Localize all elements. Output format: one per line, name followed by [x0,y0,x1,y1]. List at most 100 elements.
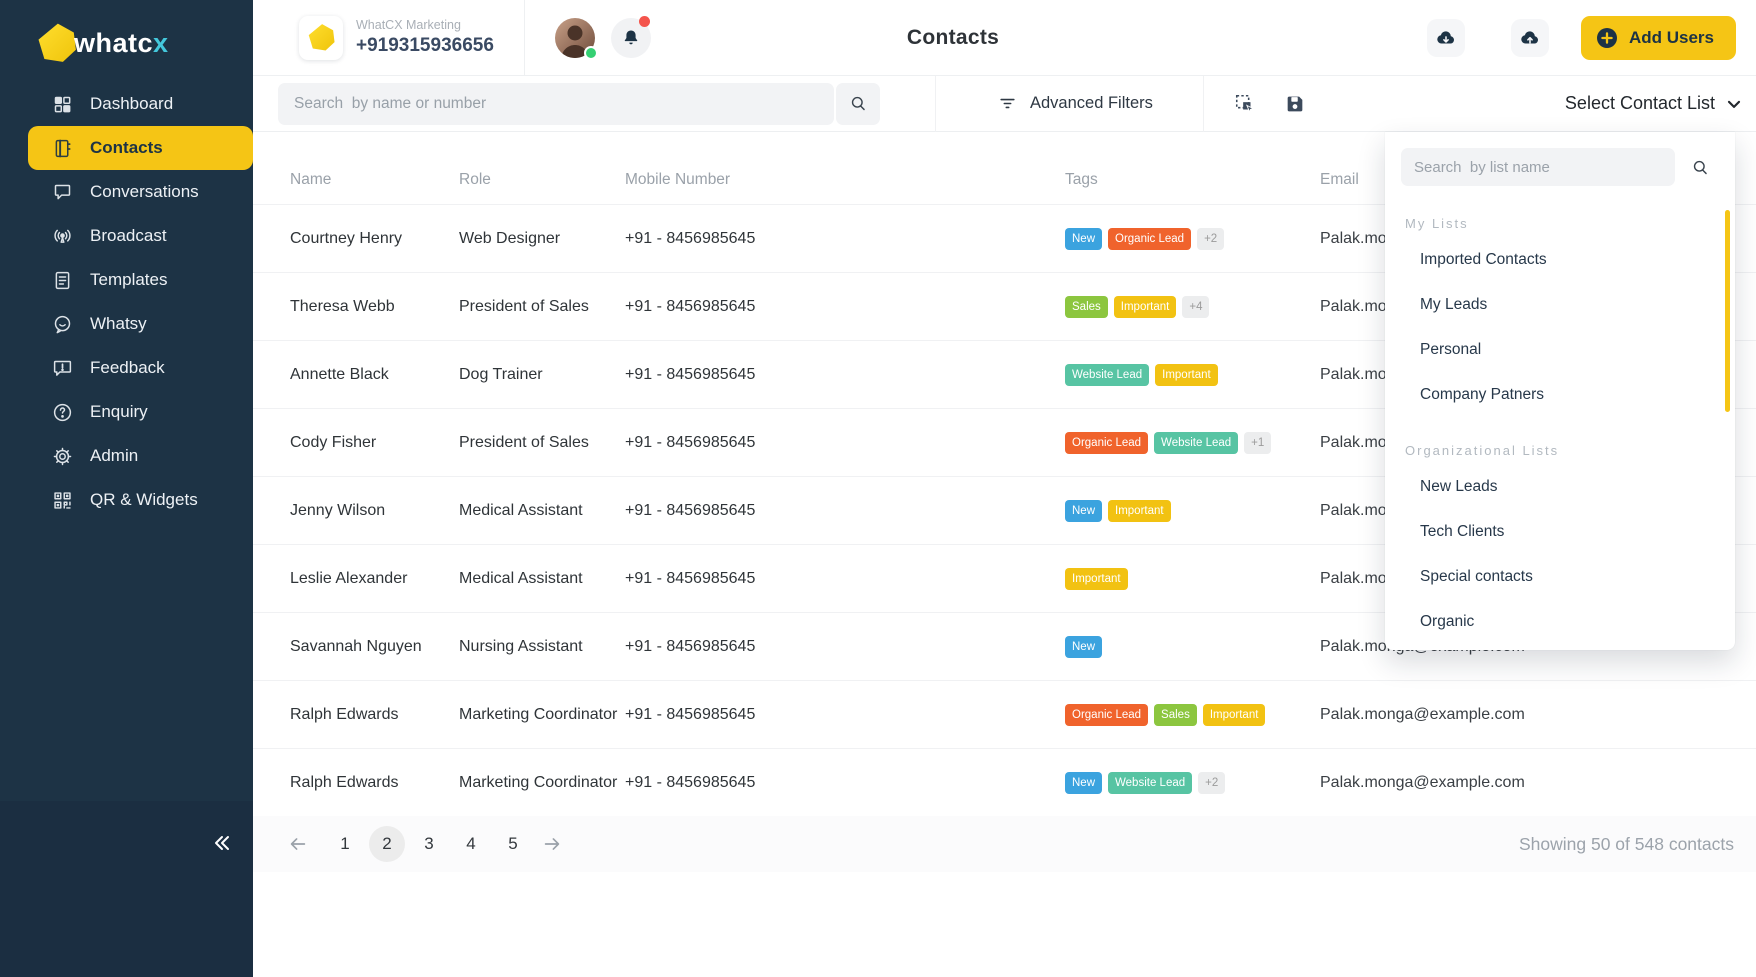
tag-chip: Website Lead [1108,771,1193,794]
templates-icon [52,270,73,291]
contact-mobile: +91 - 8456985645 [625,569,756,587]
contact-mobile: +91 - 8456985645 [625,229,756,247]
sidebar-item-contacts[interactable]: Contacts [28,126,253,170]
sidebar-item-enquiry[interactable]: Enquiry [0,390,253,434]
contact-list-option-tech-clients[interactable]: Tech Clients [1420,523,1505,540]
contact-list-option-organic[interactable]: Organic [1420,613,1475,630]
workspace-switcher[interactable]: WhatCX Marketing +919315936656 [299,15,494,60]
column-header-tags: Tags [1065,171,1098,188]
list-search-button[interactable] [1681,148,1719,186]
top-bar: WhatCX Marketing +919315936656 Cont [253,0,1756,76]
multi-select-button[interactable] [1232,91,1258,117]
sidebar-item-conversations[interactable]: Conversations [0,170,253,214]
contact-list-option-special-contacts[interactable]: Special contacts [1420,568,1533,585]
page-number-1[interactable]: 1 [340,834,350,853]
save-list-button[interactable] [1282,91,1308,117]
sidebar-item-feedback[interactable]: Feedback [0,346,253,390]
tag-chip: Organic Lead [1065,703,1149,726]
contact-list-option-my-leads[interactable]: My Leads [1420,296,1488,313]
contact-tags: Important [1065,567,1320,590]
contact-role: Marketing Coordinator [459,773,618,791]
select-contact-list-dropdown-trigger[interactable]: Select Contact List [1565,93,1744,114]
contact-tags: New Organic Lead +2 [1065,227,1320,250]
sidebar-item-whatsy[interactable]: Whatsy [0,302,253,346]
sidebar-item-label: Contacts [90,138,163,157]
hexagon-logo-icon [38,23,76,62]
contact-mobile: +91 - 8456985645 [625,433,756,451]
tag-chip: Organic Lead [1065,431,1149,454]
contact-name: Cody Fisher [290,433,377,451]
sidebar-item-broadcast[interactable]: Broadcast [0,214,253,258]
contact-name: Theresa Webb [290,297,395,315]
previous-page-button[interactable] [286,832,310,856]
sidebar-item-dashboard[interactable]: Dashboard [0,82,253,126]
arrow-left-icon [290,838,306,850]
contact-row[interactable]: Ralph Edwards Marketing Coordinator +91 - … [253,680,1756,748]
arrow-right-icon [544,838,560,850]
contact-role: President of Sales [459,297,589,315]
plus-circle-icon [1596,27,1617,48]
sidebar-item-qr-widgets[interactable]: QR & Widgets [0,478,253,522]
tag-chip: New [1065,771,1103,794]
column-header-email: Email [1320,171,1359,188]
contact-search-input[interactable] [278,82,834,125]
import-contacts-button[interactable] [1426,18,1465,57]
toolbar-divider [1202,75,1204,132]
sidebar-collapse-button[interactable] [203,825,239,861]
advanced-filters-button[interactable]: Advanced Filters [998,94,1153,113]
contact-name: Leslie Alexander [290,569,408,587]
page-number-5[interactable]: 5 [508,834,518,853]
export-contacts-button[interactable] [1510,18,1549,57]
contacts-icon [52,138,73,159]
contact-search-button[interactable] [836,82,880,125]
list-search [1401,148,1719,186]
list-sections: My Lists Imported Contacts My Leads Persona… [1401,186,1719,644]
contact-role: President of Sales [459,433,589,451]
workspace-phone: +919315936656 [356,35,494,56]
page-number-2[interactable]: 2 [369,826,405,862]
page-title: Contacts [906,25,1000,49]
sidebar-item-admin[interactable]: Admin [0,434,253,478]
contact-role: Dog Trainer [459,365,543,383]
page-number-3[interactable]: 3 [424,834,434,853]
dropdown-scrollbar-thumb[interactable] [1725,210,1730,412]
marquee-select-icon [1235,94,1255,113]
tag-chip: Important [1155,363,1218,386]
contact-mobile: +91 - 8456985645 [625,365,756,383]
contact-list-option-new-leads[interactable]: New Leads [1420,478,1498,495]
contact-name: Courtney Henry [290,229,403,247]
sidebar-footer [0,801,253,977]
add-users-button[interactable]: Add Users [1580,15,1736,60]
tag-overflow-count: +4 [1182,295,1210,318]
user-avatar[interactable] [554,17,598,60]
tag-chip: Organic Lead [1108,227,1192,250]
page-number-4[interactable]: 4 [466,834,476,853]
list-search-input[interactable] [1401,148,1675,186]
contact-tags: Organic Lead Sales Important [1065,703,1320,726]
double-chevron-left-icon [215,836,229,850]
next-page-button[interactable] [540,832,564,856]
tag-chip: Website Lead [1065,363,1150,386]
contact-tags: New Important [1065,499,1320,522]
sidebar-item-templates[interactable]: Templates [0,258,253,302]
contact-list-option-company-patners[interactable]: Company Patners [1420,386,1545,403]
contact-name: Annette Black [290,365,389,383]
sidebar-item-label: Enquiry [90,402,148,421]
enquiry-icon [52,402,73,423]
search-icon [1693,160,1707,174]
notifications-button[interactable] [610,15,651,58]
sidebar-menu: Dashboard Contacts Conversations Broadcast T… [0,82,253,522]
contact-list-option-imported-contacts[interactable]: Imported Contacts [1420,251,1547,268]
list-section-label: My Lists [1405,216,1469,231]
chevron-down-icon [1727,100,1741,108]
tag-overflow-count: +2 [1197,227,1225,250]
tag-chip: Important [1113,295,1177,318]
contact-tags: New [1065,635,1320,658]
contact-list-option-personal[interactable]: Personal [1420,341,1482,358]
contact-row[interactable]: Ralph Edwards Marketing Coordinator +91 - … [253,748,1756,816]
contact-name: Savannah Nguyen [290,637,422,655]
contact-search [278,82,880,125]
tag-chip: New [1065,227,1103,250]
